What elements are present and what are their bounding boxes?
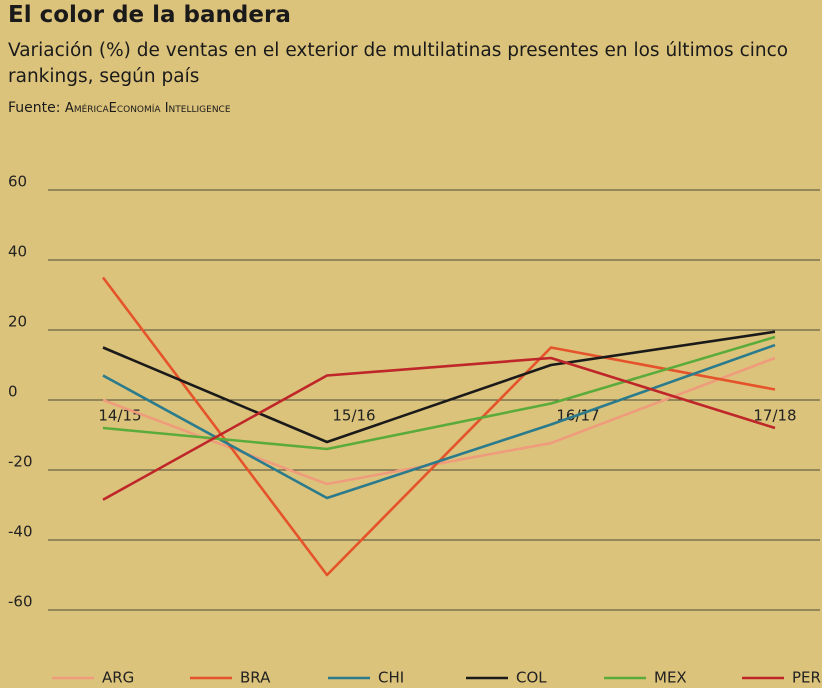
y-tick-label: 20 — [8, 313, 27, 331]
source: Fuente: AméricaEconomía Intelligence — [8, 100, 231, 116]
series-line — [102, 356, 776, 486]
legend-label: CHI — [378, 669, 404, 687]
legend-label: BRA — [240, 669, 271, 687]
legend-label: ARG — [102, 669, 134, 687]
legend-label: MEX — [654, 669, 687, 687]
series-line — [102, 356, 776, 501]
series-line — [102, 330, 776, 444]
x-tick-label: 15/16 — [332, 407, 375, 425]
legend-label: PER — [792, 669, 821, 687]
x-tick-label: 14/15 — [98, 407, 141, 425]
x-tick-label: 17/18 — [753, 407, 796, 425]
source-name: AméricaEconomía Intelligence — [64, 101, 231, 116]
y-tick-label: -20 — [8, 453, 33, 471]
legend-label: COL — [516, 669, 547, 687]
chart-subtitle: Variación (%) de ventas en el exterior d… — [8, 40, 789, 87]
y-tick-label: 60 — [8, 173, 27, 191]
y-tick-label: 40 — [8, 243, 27, 261]
source-label: Fuente: — [8, 100, 61, 116]
series-line — [102, 335, 776, 451]
y-tick-label: -60 — [8, 593, 33, 611]
chart-title: El color de la bandera — [8, 2, 291, 28]
y-tick-label: 0 — [8, 383, 18, 401]
y-tick-label: -40 — [8, 523, 33, 541]
